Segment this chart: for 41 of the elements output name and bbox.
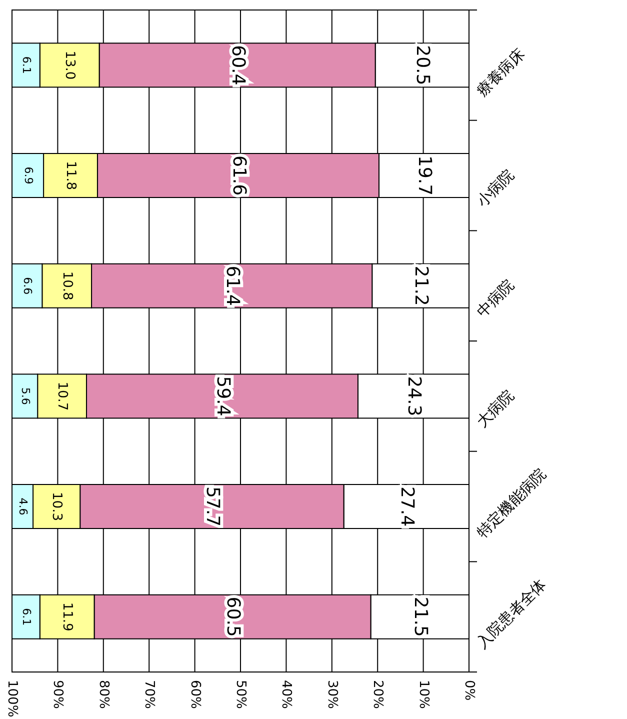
- data-label: 13.0: [62, 50, 78, 80]
- y-tick-label: 大病院: [473, 386, 518, 431]
- x-tick-label: 40%: [278, 680, 294, 709]
- data-label: 24.3: [404, 376, 425, 416]
- data-label: 10.3: [48, 492, 64, 521]
- x-tick-label: 60%: [187, 680, 202, 709]
- data-label: 6.6: [21, 277, 34, 295]
- data-label: 11.8: [62, 161, 78, 190]
- data-label: 11.9: [60, 602, 75, 632]
- y-tick-label: 療養病床: [473, 44, 528, 100]
- data-label: 6.9: [22, 166, 35, 184]
- x-tick-label: 90%: [50, 680, 66, 709]
- x-tick-label: 50%: [232, 680, 248, 709]
- x-tick-label: 80%: [96, 680, 111, 709]
- data-label: 21.5: [410, 596, 431, 637]
- data-label: 6.1: [20, 608, 33, 626]
- data-label: 21.2: [410, 266, 432, 306]
- data-label: 60.4: [227, 45, 248, 86]
- data-label: 20.5: [412, 45, 434, 86]
- y-tick-label: 小病院: [473, 166, 518, 210]
- data-label: 59.4: [212, 376, 234, 416]
- data-label: 61.4: [222, 266, 243, 306]
- data-label: 4.6: [16, 498, 30, 516]
- data-label: 10.8: [59, 271, 74, 300]
- data-label: 61.6: [228, 155, 250, 196]
- x-tick-label: 10%: [416, 680, 431, 709]
- data-label: 19.7: [414, 155, 436, 196]
- data-label: 6.1: [20, 56, 33, 74]
- x-tick-label: 100%: [4, 680, 20, 718]
- x-tick-label: 70%: [142, 680, 157, 709]
- data-label: 10.7: [54, 382, 70, 411]
- x-tick-label: 0%: [461, 680, 476, 701]
- data-label: 5.6: [18, 387, 32, 405]
- y-tick-label: 特定機能病院: [473, 464, 550, 542]
- y-tick-label: 入院患者全体: [473, 575, 550, 652]
- data-label: 60.5: [222, 596, 244, 637]
- y-tick-label: 中病院: [473, 276, 518, 321]
- data-label: 57.7: [202, 486, 224, 527]
- data-label: 27.4: [396, 486, 418, 527]
- x-tick-label: 20%: [370, 680, 386, 709]
- x-tick-label: 30%: [324, 680, 340, 709]
